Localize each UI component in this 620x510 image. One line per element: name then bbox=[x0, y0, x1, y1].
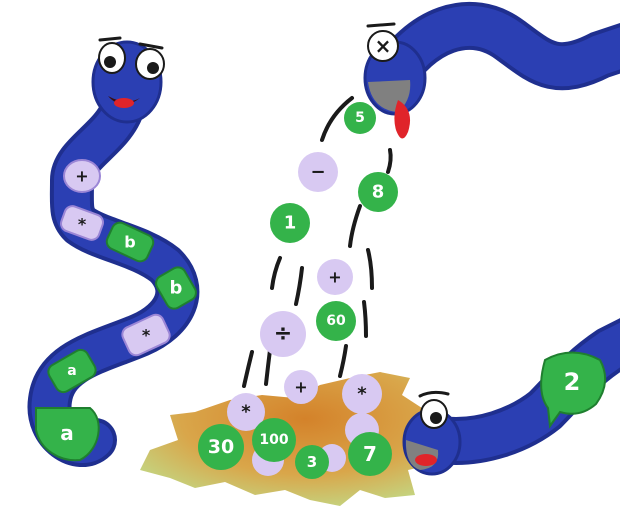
left-snake-segment-3: b bbox=[105, 221, 155, 263]
svg-text:+: + bbox=[294, 378, 307, 397]
operator-tile[interactable]: * bbox=[227, 393, 265, 431]
svg-text:*: * bbox=[357, 384, 367, 405]
top-snake-head: × bbox=[363, 22, 427, 139]
left-snake-segment-2: * bbox=[60, 205, 104, 241]
top-snake-eye bbox=[367, 30, 399, 62]
left-snake-segment-5: * bbox=[121, 313, 171, 357]
number-tile[interactable]: 7 bbox=[348, 432, 392, 476]
svg-text:+: + bbox=[328, 268, 341, 287]
left-snake-segment-7: a bbox=[35, 407, 100, 462]
left-snake-head bbox=[91, 36, 165, 124]
svg-text:7: 7 bbox=[363, 442, 377, 466]
left-snake-segment-4: b bbox=[155, 266, 197, 310]
number-tile[interactable]: 100 bbox=[252, 418, 296, 462]
bottom-snake-tongue bbox=[415, 454, 437, 466]
top-snake: × bbox=[363, 1, 620, 139]
number-tile[interactable]: 8 bbox=[358, 172, 398, 212]
number-tile[interactable]: 60 bbox=[316, 301, 356, 341]
operator-tile[interactable]: + bbox=[284, 370, 318, 404]
svg-text:100: 100 bbox=[259, 432, 288, 448]
svg-text:÷: ÷ bbox=[274, 322, 292, 347]
bottom-snake: 2 bbox=[402, 318, 620, 476]
svg-text:8: 8 bbox=[372, 182, 385, 203]
bottom-snake-head bbox=[402, 390, 462, 476]
svg-text:1: 1 bbox=[284, 213, 297, 234]
number-tile[interactable]: 3 bbox=[295, 445, 329, 479]
segment-label: b bbox=[170, 278, 183, 299]
segment-label: + bbox=[75, 167, 88, 186]
left-snake-segment-6: a bbox=[47, 348, 97, 394]
segment-label: a bbox=[60, 421, 74, 445]
svg-text:30: 30 bbox=[208, 436, 234, 458]
svg-text:−: − bbox=[310, 162, 325, 183]
left-snake-segment-1: + bbox=[63, 159, 101, 193]
number-tile[interactable]: 1 bbox=[270, 203, 310, 243]
segment-label: * bbox=[142, 326, 151, 345]
tail-value: 2 bbox=[564, 368, 581, 396]
operator-tile[interactable]: + bbox=[317, 259, 353, 295]
falling-tiles: 5 − 8 1 + 60 ÷ + bbox=[260, 102, 398, 414]
segment-label: b bbox=[124, 233, 135, 252]
operator-tile[interactable]: ÷ bbox=[260, 311, 306, 357]
svg-text:3: 3 bbox=[307, 453, 317, 471]
svg-text:60: 60 bbox=[326, 313, 346, 329]
segment-label: a bbox=[67, 363, 76, 379]
svg-text:*: * bbox=[241, 402, 251, 423]
operator-icon: × bbox=[375, 34, 392, 58]
top-snake-tongue bbox=[394, 100, 411, 139]
left-snake: + * b b * a a bbox=[27, 36, 200, 467]
segment-label: * bbox=[78, 215, 87, 234]
operator-tile[interactable]: − bbox=[298, 152, 338, 192]
number-tile[interactable]: 5 bbox=[344, 102, 376, 134]
number-tile[interactable]: 30 bbox=[198, 424, 244, 470]
speed-lines bbox=[242, 96, 393, 388]
svg-text:5: 5 bbox=[355, 110, 365, 126]
pile-tiles: * 30 100 3 7 bbox=[198, 393, 392, 479]
operator-tile[interactable]: * bbox=[342, 374, 382, 414]
bottom-snake-tail-tile: 2 bbox=[540, 351, 607, 429]
